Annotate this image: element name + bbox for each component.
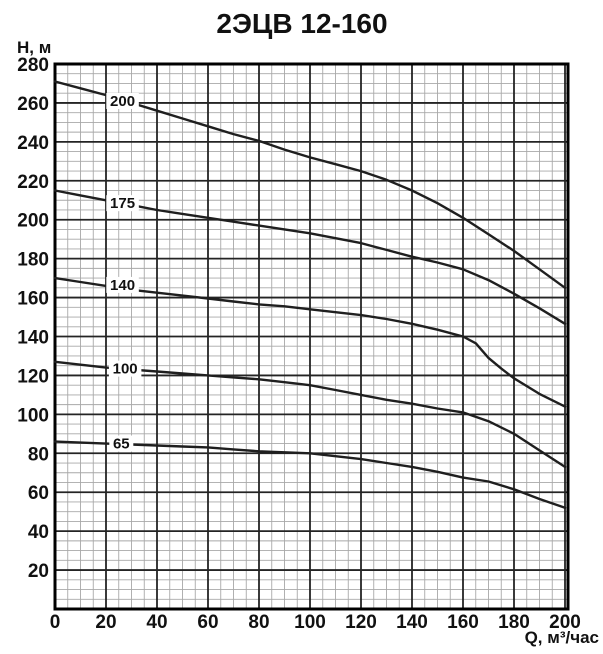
x-tick-label: 140 bbox=[396, 612, 428, 633]
curve-label-mask-65 bbox=[109, 435, 134, 452]
curve-label-mask-175 bbox=[106, 195, 139, 212]
curve-label-175: 175 bbox=[110, 195, 135, 212]
y-tick-label: 280 bbox=[17, 55, 49, 76]
x-axis-label: Q, м³/час bbox=[525, 628, 599, 647]
y-tick-label: 180 bbox=[17, 250, 49, 271]
curve-label-140: 140 bbox=[110, 277, 135, 294]
curve-175 bbox=[53, 189, 567, 325]
x-tick-label: 20 bbox=[95, 612, 116, 633]
y-tick-label: 220 bbox=[17, 172, 49, 193]
y-tick-label: 160 bbox=[17, 289, 49, 310]
curve-label-mask-140 bbox=[106, 276, 139, 293]
curve-200 bbox=[53, 80, 567, 289]
y-tick-label: 260 bbox=[17, 94, 49, 115]
y-tick-label: 60 bbox=[28, 483, 49, 504]
curve-label-mask-100 bbox=[108, 360, 142, 377]
curve-140 bbox=[53, 276, 567, 408]
y-tick-label: 40 bbox=[28, 522, 49, 543]
x-tick-label: 200 bbox=[549, 612, 581, 633]
curve-65 bbox=[53, 440, 567, 509]
curve-label-100: 100 bbox=[113, 361, 138, 378]
y-axis-label: Н, м bbox=[17, 38, 51, 57]
plot-border bbox=[53, 62, 570, 611]
x-tick-label: 120 bbox=[345, 612, 377, 633]
y-tick-label: 120 bbox=[17, 366, 49, 387]
x-tick-label: 100 bbox=[294, 612, 326, 633]
tick-labels-layer: 20 40 60 80 100 120 140 160 180 200 220 240 260 280 0 2… bbox=[17, 55, 581, 633]
y-tick-label: 100 bbox=[17, 405, 49, 426]
y-tick-label: 140 bbox=[17, 328, 49, 349]
x-tick-label: 180 bbox=[498, 612, 530, 633]
y-tick-label: 200 bbox=[17, 211, 49, 232]
x-tick-label: 40 bbox=[146, 612, 167, 633]
x-tick-label: 60 bbox=[197, 612, 218, 633]
curve-labels-layer: 200 175 140 100 65 bbox=[106, 92, 142, 453]
chart-title: 2ЭЦВ 12-160 bbox=[216, 8, 387, 39]
curve-label-mask-200 bbox=[106, 92, 139, 109]
y-tick-label: 20 bbox=[28, 561, 49, 582]
plot-border-layer bbox=[53, 62, 570, 611]
curve-label-200: 200 bbox=[110, 93, 135, 110]
curve-label-65: 65 bbox=[113, 436, 130, 453]
x-tick-label: 160 bbox=[447, 612, 479, 633]
y-tick-label: 80 bbox=[28, 444, 49, 465]
y-tick-label: 240 bbox=[17, 133, 49, 154]
x-tick-label: 0 bbox=[50, 612, 61, 633]
x-tick-label: 80 bbox=[248, 612, 269, 633]
